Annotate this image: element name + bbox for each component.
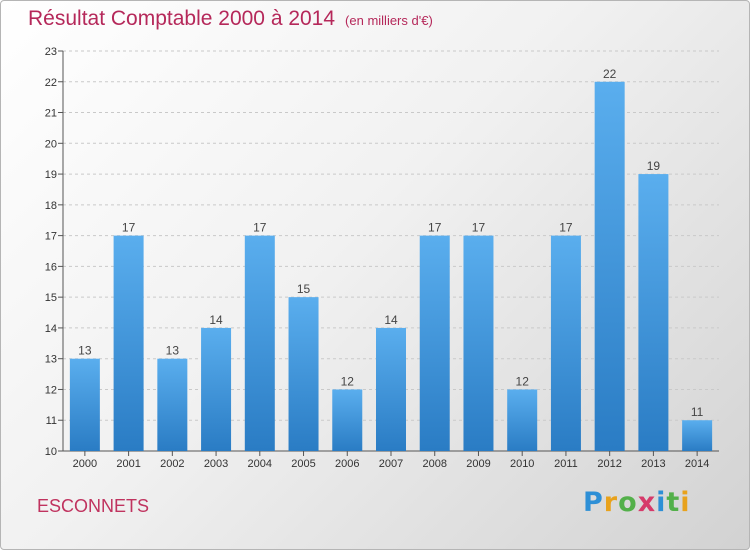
commune-name: ESCONNETS [37,496,150,516]
logo-letter: t [666,487,681,518]
bar-value-label: 11 [691,405,704,419]
logo-letter: i [656,487,667,518]
bar [332,389,363,451]
bar [594,81,625,452]
y-tick-label: 15 [45,292,57,304]
logo-letter: i [680,487,691,518]
x-tick-label: 2013 [641,458,665,470]
bar [157,358,188,451]
bar-value-label: 17 [559,221,573,235]
y-tick-label: 21 [45,108,57,120]
bar-value-label: 17 [428,221,442,235]
bar [244,235,275,451]
bar-value-label: 13 [166,344,180,358]
x-tick-label: 2006 [335,458,359,470]
bar [550,235,581,451]
y-tick-label: 22 [45,77,57,89]
x-tick-label: 2003 [204,458,228,470]
labels: 10 11 12 13 14 15 16 17 18 19 20 21 22 23 13 2000 17 2001… [45,46,710,470]
bars [69,81,713,452]
x-tick-label: 2000 [73,458,97,470]
bar-value-label: 19 [647,159,661,173]
proxiti-logo: Proxiti [583,487,691,518]
bar [288,297,319,451]
x-tick-label: 2011 [554,458,578,470]
y-tick-label: 16 [45,261,57,273]
y-tick-label: 17 [45,231,57,243]
logo-letter: r [603,487,619,518]
y-tick-label: 10 [45,446,57,458]
chart-title-text: Résultat Comptable 2000 à 2014 [28,7,336,30]
chart-unit: (en milliers d'€) [345,13,433,28]
x-tick-label: 2005 [291,458,315,470]
bar-value-label: 14 [209,313,223,327]
bar-value-label: 17 [472,221,486,235]
x-tick-label: 2014 [685,458,709,470]
bar-value-label: 15 [297,282,311,296]
x-tick-label: 2012 [597,458,621,470]
y-tick-label: 23 [45,46,57,58]
bar-value-label: 13 [78,344,92,358]
y-tick-label: 19 [45,169,57,181]
bar-value-label: 12 [341,374,355,388]
x-tick-label: 2004 [248,458,272,470]
y-tick-label: 18 [45,200,57,212]
chart-title: Résultat Comptable 2000 à 2014 (en millie… [28,7,433,31]
x-tick-label: 2009 [466,458,490,470]
logo-letter: o [618,487,638,518]
bar-value-label: 14 [384,313,398,327]
y-tick-label: 20 [45,138,57,150]
x-tick-label: 2008 [422,458,446,470]
x-tick-label: 2001 [116,458,140,470]
bar [507,389,538,451]
bar-value-label: 17 [253,221,267,235]
bar [638,174,669,452]
bar-value-label: 12 [516,374,530,388]
bar [419,235,450,451]
bar-value-label: 17 [122,221,136,235]
x-tick-label: 2007 [379,458,403,470]
bar [463,235,494,451]
logo-letter: x [637,487,657,518]
bar [201,327,232,451]
y-tick-label: 11 [46,415,57,427]
y-tick-label: 12 [45,384,57,396]
x-tick-label: 2010 [510,458,534,470]
bar [69,358,100,451]
x-tick-label: 2002 [160,458,184,470]
logo-letter: P [583,487,604,518]
bar [376,327,406,451]
bar [113,235,144,451]
bar-value-label: 22 [603,67,617,81]
y-tick-label: 14 [45,323,57,335]
bar [682,420,713,451]
y-tick-label: 13 [45,354,57,366]
